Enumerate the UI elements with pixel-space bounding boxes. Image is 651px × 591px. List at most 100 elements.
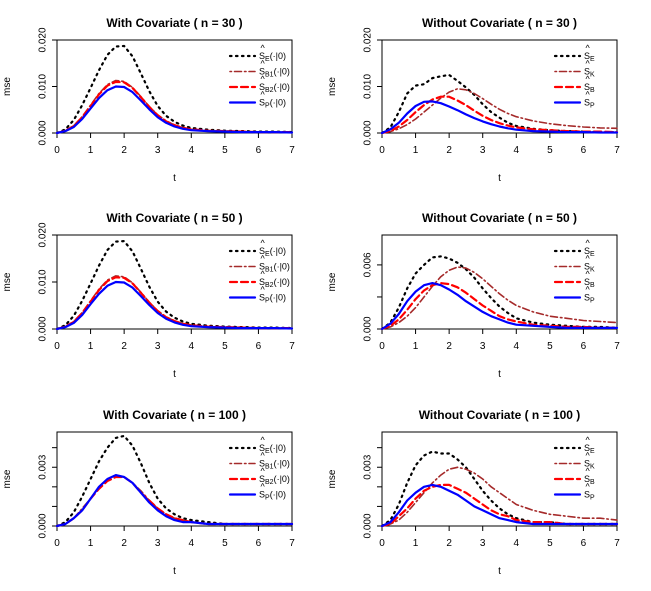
series-line-b1: [56, 474, 293, 527]
x-tick-label: 6: [256, 341, 262, 352]
chart-title: With Covariate ( n = 50 ): [106, 211, 242, 225]
x-tick-label: 5: [222, 145, 228, 156]
svg-text:^: ^: [586, 238, 591, 248]
x-tick-label: 5: [222, 538, 228, 549]
x-tick-label: 7: [614, 538, 620, 549]
x-tick-label: 1: [413, 341, 419, 352]
svg-text:^: ^: [261, 59, 266, 69]
y-tick-label: 0.000: [363, 316, 374, 341]
y-tick-label: 0.010: [38, 74, 49, 99]
series-line-e: [55, 434, 294, 528]
legend-label: SE(·|0): [259, 246, 286, 258]
chart-title: Without Covariate ( n = 30 ): [422, 16, 577, 30]
y-tick-label: 0.000: [38, 120, 49, 145]
y-tick-label: 0.000: [363, 513, 374, 538]
svg-text:^: ^: [586, 269, 591, 279]
x-tick-label: 0: [54, 341, 60, 352]
series-line-p: [380, 282, 619, 331]
x-tick-label: 4: [189, 341, 195, 352]
series-line-p: [55, 280, 294, 331]
series-line-b: [380, 95, 619, 135]
x-tick-label: 3: [480, 145, 486, 156]
chart-title: Without Covariate ( n = 100 ): [419, 408, 581, 422]
legend-label: SB1(·|0): [259, 459, 290, 471]
y-tick-label: 0.003: [363, 454, 374, 479]
legend-label: SE(·|0): [259, 443, 286, 455]
y-tick-label: 0.006: [363, 252, 374, 277]
x-tick-label: 2: [446, 538, 452, 549]
series-line-b: [380, 483, 619, 528]
x-axis-label: t: [173, 173, 176, 184]
x-tick-label: 2: [121, 341, 127, 352]
chart-title: Without Covariate ( n = 50 ): [422, 211, 577, 225]
y-axis-label: mse: [327, 77, 338, 96]
y-tick-label: 0.000: [363, 120, 374, 145]
x-tick-label: 1: [413, 538, 419, 549]
legend: SE^SK^SB^SP^: [553, 43, 595, 110]
series-line-k: [381, 466, 618, 527]
svg-text:^: ^: [586, 254, 591, 264]
series-line-e: [380, 450, 619, 528]
x-tick-label: 7: [289, 538, 295, 549]
panel-1: With Covariate ( n = 30 ) 0 1 2 3 4 5 6 7 0.000 0.…: [2, 16, 295, 184]
x-tick-label: 6: [256, 538, 262, 549]
plot-frame: [381, 39, 618, 134]
legend: SE^SK^SB^SP^: [553, 238, 595, 305]
svg-text:^: ^: [261, 435, 266, 445]
y-tick-label: 0.010: [38, 269, 49, 294]
x-tick-label: 5: [547, 341, 553, 352]
svg-text:^: ^: [586, 74, 591, 84]
chart-title: With Covariate ( n = 30 ): [106, 16, 242, 30]
x-tick-label: 1: [88, 538, 94, 549]
chart-title: With Covariate ( n = 100 ): [103, 408, 246, 422]
x-tick-label: 2: [121, 145, 127, 156]
legend: SE(·|0)^SB1(·|0)^SB2(·|0)^SP(·|0)^: [228, 238, 290, 305]
x-tick-label: 0: [54, 538, 60, 549]
x-tick-label: 6: [581, 538, 587, 549]
legend-label: SP(·|0): [259, 490, 286, 502]
x-tick-label: 7: [614, 341, 620, 352]
series-line-e: [55, 44, 294, 135]
svg-text:^: ^: [586, 90, 591, 100]
legend-label: SB1(·|0): [259, 67, 290, 79]
svg-text:^: ^: [261, 238, 266, 248]
svg-text:^: ^: [261, 254, 266, 264]
series-line-e: [55, 240, 294, 331]
x-tick-label: 6: [256, 145, 262, 156]
svg-text:^: ^: [261, 451, 266, 461]
legend: SE(·|0)^SB1(·|0)^SB2(·|0)^SP(·|0)^: [228, 43, 290, 110]
svg-text:^: ^: [261, 466, 266, 476]
svg-text:^: ^: [586, 482, 591, 492]
svg-text:^: ^: [261, 482, 266, 492]
y-tick-label: 0.010: [363, 74, 374, 99]
y-tick-label: 0.000: [38, 513, 49, 538]
legend-label: SB2(·|0): [259, 474, 290, 486]
x-tick-label: 3: [480, 538, 486, 549]
x-tick-label: 4: [514, 341, 520, 352]
x-tick-label: 2: [446, 145, 452, 156]
legend: SE(·|0)^SB1(·|0)^SB2(·|0)^SP(·|0)^: [228, 435, 290, 502]
plot-frame: [381, 431, 618, 527]
series-line-p: [55, 474, 294, 528]
legend-label: SK: [584, 459, 595, 471]
x-tick-label: 3: [155, 341, 161, 352]
legend-label: SB2(·|0): [259, 82, 290, 94]
x-tick-label: 5: [222, 341, 228, 352]
legend-label: SB2(·|0): [259, 277, 290, 289]
x-tick-label: 3: [155, 145, 161, 156]
y-tick-label: 0.003: [38, 454, 49, 479]
x-tick-label: 7: [614, 145, 620, 156]
svg-text:^: ^: [586, 466, 591, 476]
panel-6: Without Covariate ( n = 100 ) 0 1 2 3 4 5 6 7 0.0…: [327, 408, 620, 577]
x-axis-label: t: [498, 566, 501, 577]
x-tick-label: 4: [189, 538, 195, 549]
svg-text:^: ^: [261, 90, 266, 100]
y-tick-label: 0.020: [38, 222, 49, 247]
y-axis-label: mse: [2, 77, 13, 96]
x-tick-label: 0: [379, 145, 385, 156]
legend: SE^SK^SB^SP^: [553, 435, 595, 502]
legend-label: SP: [584, 490, 595, 502]
legend-label: SK: [584, 262, 595, 274]
panel-5: With Covariate ( n = 100 ) 0 1 2 3 4 5 6 7 0.000 0…: [2, 408, 295, 577]
